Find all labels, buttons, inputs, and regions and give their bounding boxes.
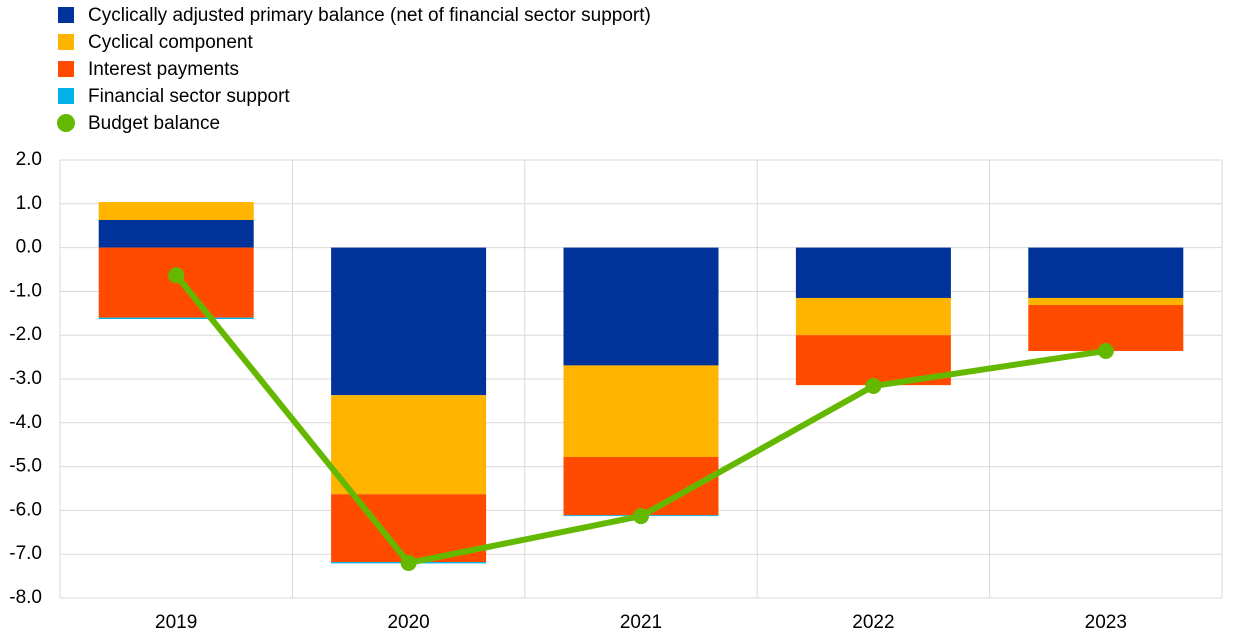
y-tick-label: -8.0 xyxy=(9,587,42,608)
y-tick-label: -5.0 xyxy=(9,456,42,477)
x-tick-label: 2020 xyxy=(387,612,429,633)
x-tick-label: 2022 xyxy=(852,612,894,633)
y-tick-label: -4.0 xyxy=(9,412,42,433)
y-tick-label: -1.0 xyxy=(9,280,42,301)
legend-marker xyxy=(58,34,74,50)
y-tick-label: -7.0 xyxy=(9,543,42,564)
x-tick-label: 2021 xyxy=(620,612,662,633)
x-tick-label: 2019 xyxy=(155,612,197,633)
y-tick-label: -3.0 xyxy=(9,368,42,389)
bar-segment xyxy=(98,202,254,221)
line-point xyxy=(865,378,882,395)
bar-segment xyxy=(98,220,254,248)
legend-marker xyxy=(58,88,74,104)
bar-segment xyxy=(563,365,719,457)
y-tick-label: 0.0 xyxy=(16,237,42,258)
line-point xyxy=(633,508,649,525)
legend-marker xyxy=(58,61,74,77)
line-point xyxy=(168,267,185,284)
bar-segment xyxy=(795,297,951,336)
y-tick-label: -6.0 xyxy=(9,499,42,520)
legend-marker xyxy=(57,114,75,132)
legend-label: Cyclical component xyxy=(88,32,253,53)
x-tick-label: 2023 xyxy=(1085,612,1127,633)
bar-segment xyxy=(331,247,487,396)
line-point xyxy=(400,554,417,571)
y-tick-label: -2.0 xyxy=(9,324,42,345)
bar-segment xyxy=(563,247,719,366)
y-tick-label: 1.0 xyxy=(16,193,42,214)
bar-segment xyxy=(795,247,951,298)
bar-segment xyxy=(1028,247,1184,298)
y-tick-label: 2.0 xyxy=(16,149,42,170)
legend-label: Budget balance xyxy=(88,113,220,134)
legend-label: Financial sector support xyxy=(88,86,290,107)
legend-marker xyxy=(58,7,74,23)
legend-label: Cyclically adjusted primary balance (net… xyxy=(88,5,651,26)
line-point xyxy=(1097,342,1114,359)
bar-segment xyxy=(98,317,254,319)
bar-segment xyxy=(331,395,487,495)
legend-label: Interest payments xyxy=(88,59,239,80)
bar-segment xyxy=(1028,297,1184,305)
